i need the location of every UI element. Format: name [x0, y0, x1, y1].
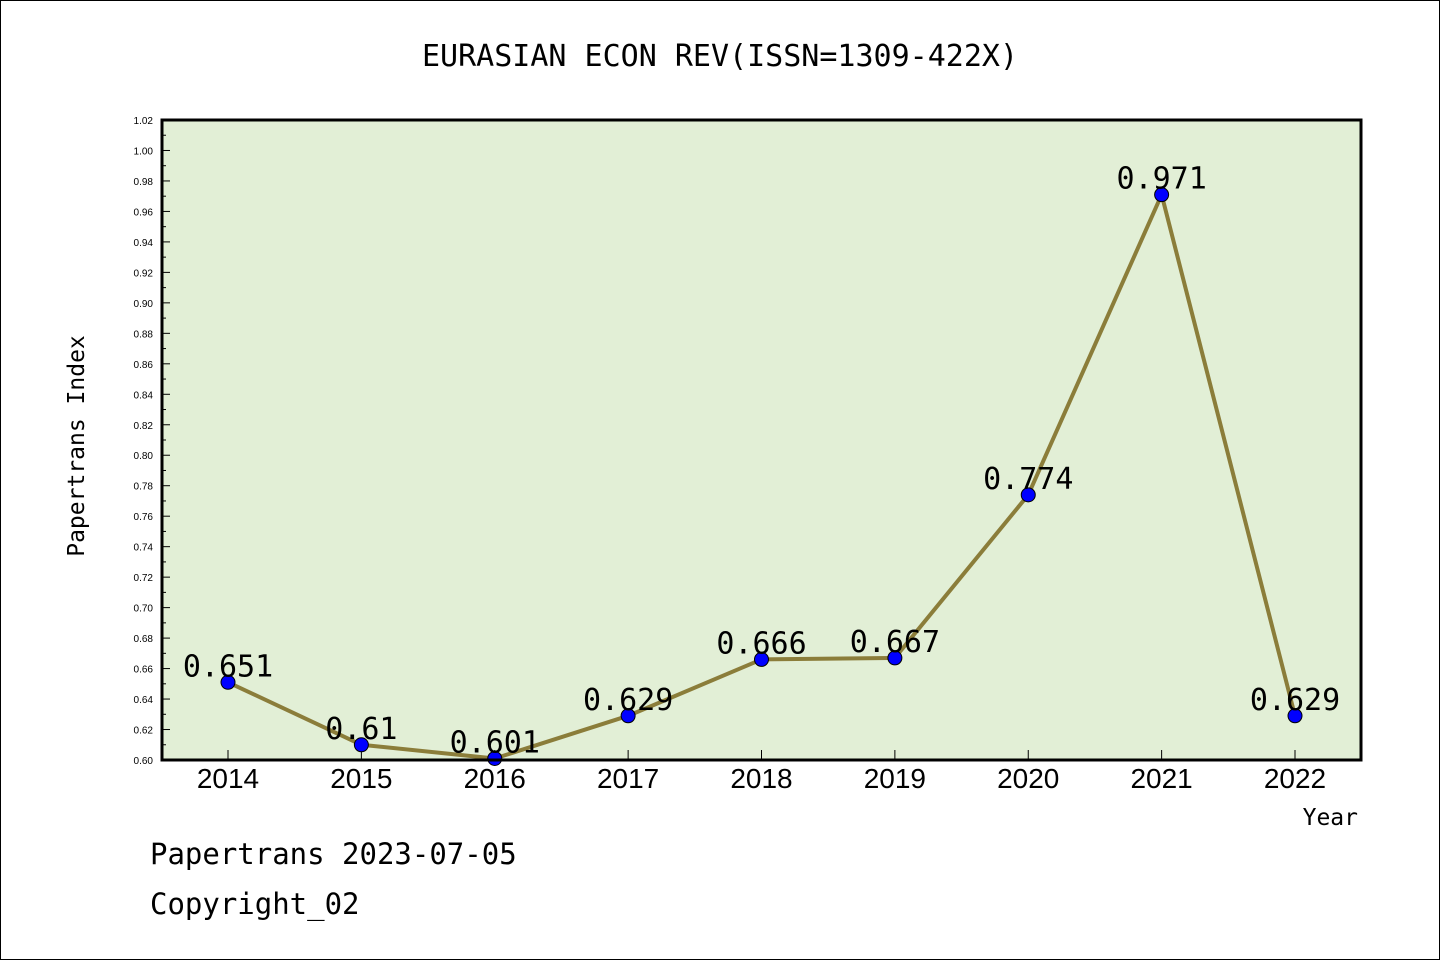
x-tick-label: 2016: [464, 763, 526, 794]
data-point: [220, 674, 236, 690]
y-tick-label: 0.72: [134, 573, 154, 584]
y-tick-label: 0.78: [134, 482, 154, 493]
series-line: 0.651 0.61 0.601 0.629 0.666 0.667 0.774 0.971 0…: [183, 162, 1340, 766]
footer-copyright: Copyright_02: [150, 887, 360, 922]
y-tick-label: 0.62: [134, 726, 154, 737]
y-tick-label: 0.66: [134, 665, 154, 676]
y-tick-label: 0.60: [134, 756, 154, 767]
data-label: 0.666: [716, 626, 806, 661]
x-axis-label: Year: [1303, 805, 1358, 831]
y-tick-label: 0.84: [134, 390, 154, 401]
x-tick-label: 2014: [197, 763, 259, 794]
y-tick-label: 0.64: [134, 695, 154, 706]
data-point: [487, 750, 503, 766]
y-tick-label: 0.98: [134, 177, 154, 188]
y-tick-label: 1.02: [134, 116, 154, 127]
y-tick-label: 0.96: [134, 207, 154, 218]
data-label: 0.629: [583, 683, 673, 718]
data-point: [1154, 187, 1170, 203]
y-tick-label: 0.94: [134, 238, 154, 249]
x-axis: 2014 2015 2016 2017 2018 2019 2020 2021 2022: [197, 750, 1326, 794]
x-tick-label: 2021: [1130, 763, 1192, 794]
y-tick-label: 0.86: [134, 360, 154, 371]
footer-date: Papertrans 2023-07-05: [150, 837, 517, 871]
y-tick-label: 0.70: [134, 604, 154, 615]
y-tick-label: 0.74: [134, 543, 154, 554]
y-tick-label: 1.00: [134, 146, 154, 157]
plot-border: [160, 118, 1363, 762]
y-tick-label: 0.88: [134, 329, 154, 340]
x-tick-label: 2020: [997, 763, 1059, 794]
x-tick-label: 2019: [864, 763, 926, 794]
data-point: [1287, 708, 1303, 724]
data-point: [887, 650, 903, 666]
y-tick-label: 0.90: [134, 299, 154, 310]
data-label: 0.651: [183, 649, 273, 684]
data-label: 0.629: [1250, 683, 1340, 718]
y-tick-label: 0.92: [134, 268, 154, 279]
data-point: [754, 651, 769, 667]
x-tick-label: 2022: [1264, 763, 1326, 794]
data-point: [1020, 487, 1036, 503]
y-tick-label: 0.76: [134, 512, 154, 523]
chart-title: EURASIAN ECON REV(ISSN=1309-422X): [422, 39, 1018, 74]
data-label: 0.971: [1116, 162, 1206, 197]
x-tick-label: 2018: [730, 763, 792, 794]
data-label: 0.601: [450, 725, 540, 760]
x-tick-label: 2017: [597, 763, 659, 794]
data-label: 0.774: [983, 462, 1073, 497]
data-label: 0.61: [325, 712, 397, 747]
y-axis-label: Papertrans Index: [64, 335, 90, 557]
data-label: 0.667: [850, 625, 940, 660]
y-tick-label: 0.80: [134, 451, 154, 462]
y-tick-label: 0.68: [134, 634, 154, 645]
data-point: [620, 708, 636, 724]
y-tick-label: 0.82: [134, 421, 154, 432]
data-point: [353, 737, 369, 753]
x-tick-label: 2015: [330, 763, 392, 794]
